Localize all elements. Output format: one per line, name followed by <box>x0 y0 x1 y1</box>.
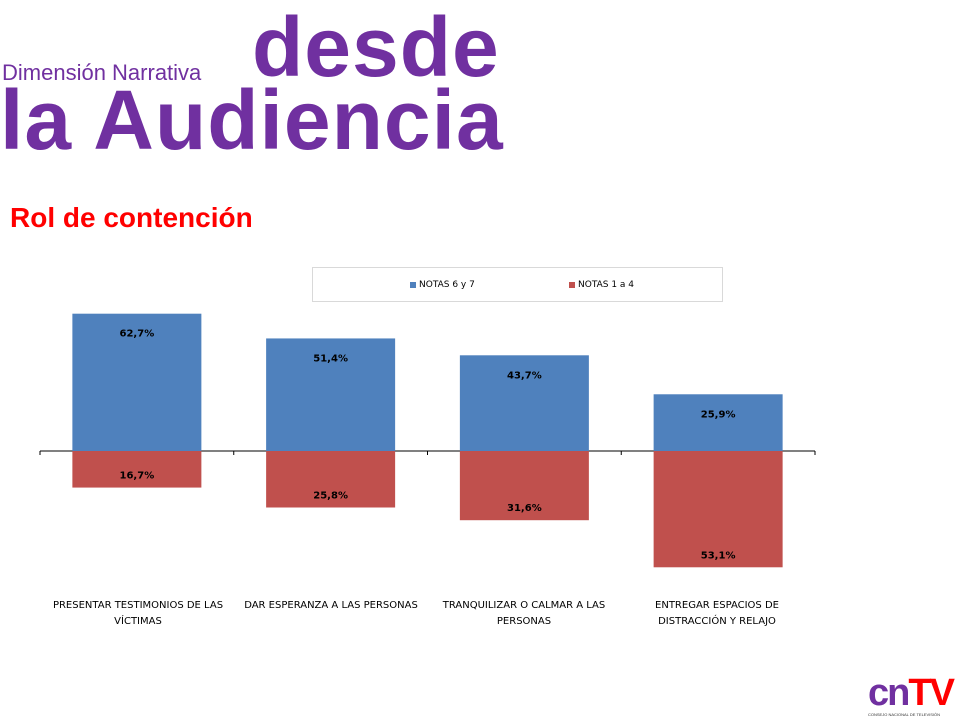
bar-notas-6-7-3 <box>459 355 589 451</box>
subtitle: Dimensión Narrativa <box>2 60 202 85</box>
legend-item-series-1: NOTAS 6 y 7 <box>410 280 475 290</box>
data-label-notas-6-7-3: 43,7% <box>507 370 542 381</box>
category-label-2: DAR ESPERANZA A LAS PERSONAS <box>244 600 418 611</box>
logo-part1: cn <box>868 672 910 714</box>
page-title-line1: desde <box>252 0 500 94</box>
category-label-4: ENTREGAR ESPACIOS DE DISTRACCIÓN Y RELAJ… <box>655 600 779 627</box>
category-label-1: PRESENTAR TESTIMONIOS DE LAS VÍCTIMAS <box>52 600 224 627</box>
page-title-line2: la Audiencia <box>0 73 504 167</box>
chart-legend: NOTAS 6 y 7 NOTAS 1 a 4 <box>312 267 723 302</box>
logo-wordmark: cnTV <box>868 672 955 715</box>
bar-notas-1-4-1 <box>72 451 202 488</box>
data-label-notas-1-4-1: 16,7% <box>120 471 155 482</box>
data-label-notas-1-4-3: 31,6% <box>507 503 542 514</box>
bar-notas-1-4-4 <box>653 451 783 568</box>
legend-swatch-series-1 <box>410 281 416 288</box>
bar-notas-6-7-1 <box>72 313 202 451</box>
logo-part2: TV <box>908 672 955 714</box>
data-label-notas-1-4-2: 25,8% <box>313 491 348 502</box>
legend-label-series-2: NOTAS 1 a 4 <box>578 280 635 290</box>
logo-caption: CONSEJO NACIONAL DE TELEVISIÓN <box>868 712 941 717</box>
data-label-notas-6-7-1: 62,7% <box>120 329 155 340</box>
bar-chart: 62,7% 51,4% 43,7% 25,9% 16,7% 25,8% 31,6% 53,1% <box>39 313 816 568</box>
bar-notas-1-4-2 <box>266 451 396 508</box>
bar-notas-1-4-3 <box>459 451 589 521</box>
cntv-logo: cnTV CONSEJO NACIONAL DE TELEVISIÓN <box>868 672 958 718</box>
data-label-notas-6-7-2: 51,4% <box>313 353 348 364</box>
legend-label-series-1: NOTAS 6 y 7 <box>419 280 475 290</box>
bar-notas-6-7-2 <box>266 338 396 451</box>
legend-swatch-series-2 <box>569 281 575 288</box>
category-label-3: TRANQUILIZAR O CALMAR A LAS PERSONAS <box>442 600 606 627</box>
data-label-notas-1-4-4: 53,1% <box>701 550 736 561</box>
section-title: Rol de contención <box>10 202 253 233</box>
bar-notas-6-7-4 <box>653 394 783 451</box>
legend-item-series-2: NOTAS 1 a 4 <box>569 280 634 290</box>
data-label-notas-6-7-4: 25,9% <box>701 409 736 420</box>
